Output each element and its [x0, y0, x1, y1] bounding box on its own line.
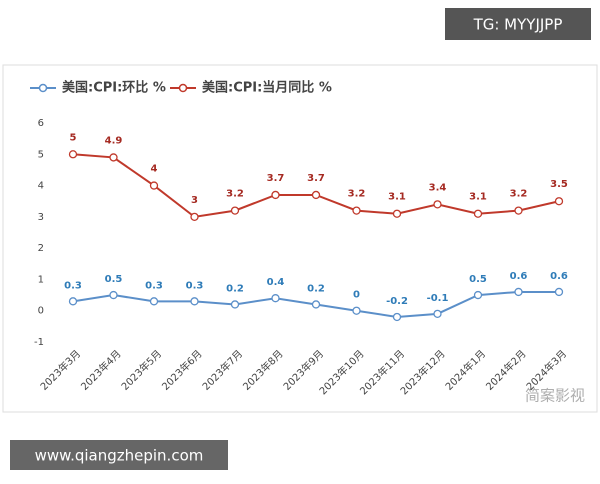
data-label: 0.3 [186, 280, 204, 291]
data-label: 0.3 [145, 280, 163, 291]
data-point [230, 206, 240, 215]
data-label: 3.2 [226, 189, 244, 200]
data-label: 4 [151, 164, 158, 175]
data-label: 0.2 [226, 283, 244, 294]
data-point [392, 312, 402, 322]
data-label: 0.3 [64, 280, 82, 291]
data-label: 5 [70, 132, 77, 143]
top-badge-box [445, 8, 591, 40]
legend-label: 美国:CPI:环比 % [62, 80, 166, 96]
data-point [68, 297, 78, 306]
data-label: 3.5 [550, 179, 568, 190]
legend-label: 美国:CPI:当月同比 % [202, 80, 332, 96]
y-tick-label: 0 [38, 306, 44, 317]
y-tick-label: 2 [38, 243, 44, 254]
y-tick-label: 1 [38, 274, 44, 285]
data-point [230, 300, 240, 309]
data-point [433, 309, 442, 318]
data-label: 3.2 [348, 189, 366, 200]
data-label: 0.6 [510, 271, 528, 282]
data-point [190, 297, 199, 306]
data-label: 0.5 [105, 274, 123, 285]
data-label: 0.5 [469, 274, 487, 285]
data-point [109, 290, 118, 300]
data-label: 0 [353, 290, 360, 301]
data-label: 3.2 [510, 189, 528, 200]
y-tick-label: -1 [34, 337, 44, 348]
data-label: 0.2 [307, 283, 325, 294]
data-point [311, 300, 321, 309]
bottom-badge-box [10, 440, 228, 470]
data-point [190, 212, 199, 222]
data-point [433, 200, 442, 209]
data-label: 3 [191, 195, 198, 206]
data-point [149, 297, 159, 306]
y-tick-label: 3 [38, 212, 44, 223]
data-label: 3.7 [307, 173, 325, 184]
data-point [514, 206, 523, 215]
top-badge: TG: MYYJJPP [473, 16, 563, 34]
data-label: 3.7 [267, 173, 285, 184]
data-point [271, 190, 280, 200]
data-point [392, 209, 402, 218]
data-label: 0.4 [267, 277, 285, 288]
data-point [352, 306, 361, 315]
data-point [514, 287, 523, 297]
data-point [473, 290, 483, 300]
data-point [554, 197, 564, 206]
data-label: 3.4 [429, 182, 447, 193]
data-label: -0.2 [386, 296, 408, 307]
y-tick-label: 5 [38, 149, 44, 160]
y-tick-label: 4 [38, 181, 44, 192]
data-label: 4.9 [105, 135, 123, 146]
data-point [68, 150, 78, 159]
data-point [311, 190, 321, 200]
data-point [149, 181, 159, 190]
legend-marker [38, 83, 48, 93]
data-label: -0.1 [427, 293, 449, 304]
data-label: 0.6 [550, 271, 568, 282]
data-point [473, 209, 483, 218]
data-point [554, 287, 564, 297]
data-point [271, 294, 280, 303]
chart-frame [2, 64, 598, 413]
bottom-badge: www.qiangzhepin.com [35, 447, 204, 465]
data-label: 3.1 [388, 192, 406, 203]
watermark: 简案影视 [525, 387, 585, 405]
legend-marker [178, 83, 188, 93]
data-label: 3.1 [469, 192, 487, 203]
y-tick-label: 6 [38, 118, 44, 129]
data-point [352, 206, 361, 215]
data-point [109, 153, 118, 162]
